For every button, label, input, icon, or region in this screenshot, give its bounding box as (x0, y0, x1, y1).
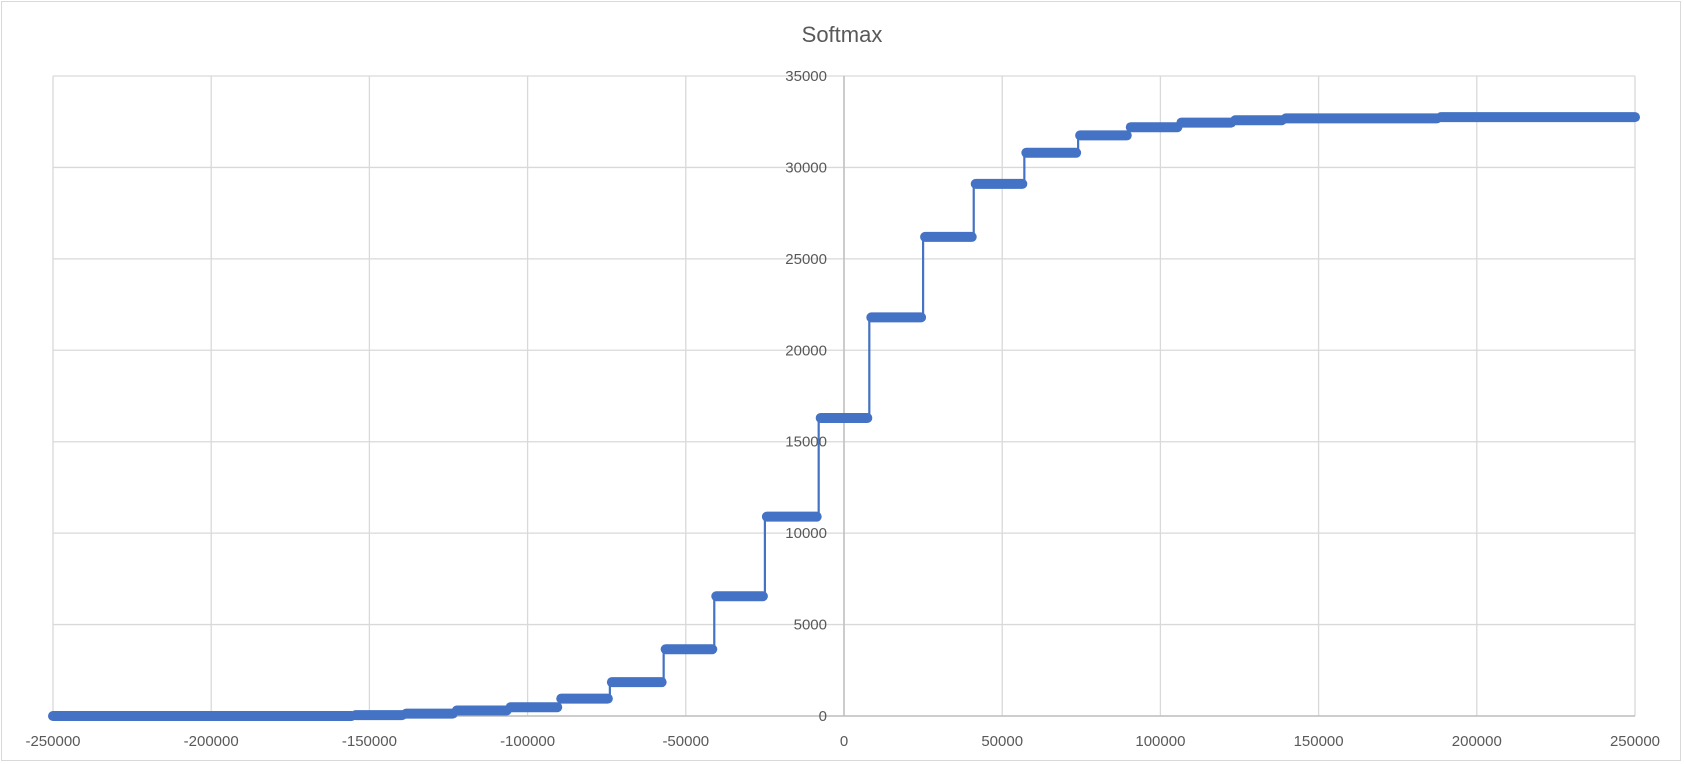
y-tick-label: 30000 (785, 159, 827, 176)
y-tick-label: 25000 (785, 251, 827, 268)
y-tick-label: 10000 (785, 525, 827, 542)
y-tick-label: 0 (819, 708, 827, 725)
axes (53, 76, 1635, 717)
y-tick-label: 15000 (785, 434, 827, 451)
x-tick-label: 50000 (981, 733, 1023, 750)
x-tick-label: 150000 (1294, 733, 1344, 750)
y-tick-label: 20000 (785, 342, 827, 359)
x-tick-label: -150000 (342, 733, 397, 750)
x-tick-label: 250000 (1610, 733, 1660, 750)
x-tick-label: -250000 (25, 733, 80, 750)
y-tick-label: 35000 (785, 68, 827, 85)
x-tick-label: -100000 (500, 733, 555, 750)
y-tick-label: 5000 (794, 617, 827, 634)
x-tick-label: 100000 (1135, 733, 1185, 750)
x-tick-label: 0 (840, 733, 848, 750)
tick-labels: 0 5000 10000 15000 20000 25000 30000 35000 -2500… (25, 68, 1660, 750)
chart-title: Softmax (802, 22, 883, 47)
series-layer (48, 112, 1640, 721)
x-tick-label: -200000 (184, 733, 239, 750)
x-tick-label: -50000 (662, 733, 709, 750)
x-tick-label: 200000 (1452, 733, 1502, 750)
